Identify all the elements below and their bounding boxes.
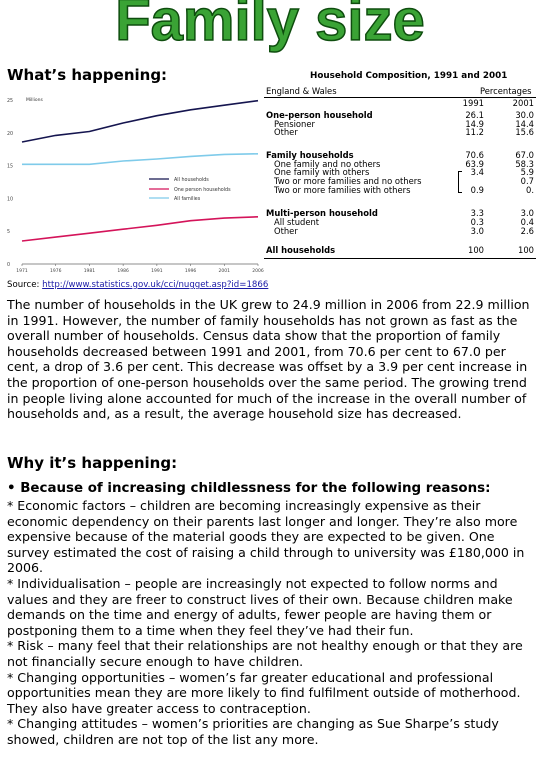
x-tick-label: 1996 — [185, 268, 197, 274]
all-families-line — [22, 153, 259, 166]
household-composition-table: Household Composition, 1991 and 2001 Eng… — [262, 70, 536, 266]
table-cell-2001: 3.0 — [520, 208, 534, 218]
table-row: One family and no others 63.9 58.3 — [262, 160, 536, 169]
table-row-label: Family households — [266, 150, 354, 160]
table-title: Household Composition, 1991 and 2001 — [310, 71, 508, 81]
table-row-label: Pensioner — [274, 119, 315, 129]
table-row: All student 0.3 0.4 — [262, 218, 536, 227]
table-cell-2001: 2.6 — [520, 226, 534, 236]
y-tick-label: 20 — [7, 131, 13, 137]
source-line: Source: http://www.statistics.gov.uk/cci… — [7, 280, 268, 290]
table-row-label: Multi-person household — [266, 208, 378, 218]
reasons-list: * Economic factors – children are becomi… — [7, 498, 535, 748]
y-tick-label: 10 — [7, 196, 13, 202]
chart-legend: All households One person households All f… — [149, 177, 231, 202]
table-cell-1991: 0.3 — [470, 217, 484, 227]
whats-happening-heading: What’s happening: — [7, 66, 168, 84]
legend-label: All families — [174, 196, 201, 202]
reason-individualisation: * Individualisation – people are increas… — [7, 575, 513, 638]
table-cell-1991: 3.0 — [470, 226, 484, 236]
table-cell-1991: 3.3 — [470, 208, 484, 218]
table-row: Other 3.0 2.6 — [262, 227, 536, 236]
table-row: Pensioner 14.9 14.4 — [262, 120, 536, 129]
reasons-heading: • Because of increasing childlessness fo… — [7, 481, 491, 496]
table-cell-2001: 5.9 — [520, 167, 534, 177]
table-cell-2001: 100 — [518, 245, 534, 255]
table-row: Family households 70.6 67.0 — [262, 151, 536, 160]
x-tick-label: 1976 — [50, 268, 62, 274]
y-tick-label: 25 — [7, 98, 13, 104]
table-row: Other 11.2 15.6 — [262, 128, 536, 137]
table-row: One family with others 3.4 5.9 — [262, 168, 536, 177]
y-tick-label: 5 — [7, 229, 10, 235]
one-person-households-line — [21, 216, 259, 242]
households-line-chart: Millions 0 5 10 15 20 25 1971 1976 1981 1986 1991 19… — [7, 97, 264, 274]
table-row: Multi-person household 3.3 3.0 — [262, 209, 536, 218]
table-cell-1991: 26.1 — [465, 110, 484, 120]
source-link[interactable]: http://www.statistics.gov.uk/cci/nugget.… — [42, 280, 269, 290]
table-col1-header: 1991 — [462, 98, 484, 108]
intro-paragraph: The number of households in the UK grew … — [7, 297, 530, 422]
y-unit-label: Millions — [26, 97, 43, 103]
legend-label: All households — [174, 177, 209, 183]
page-title: Family size — [115, 0, 426, 54]
table-cell-1991: 11.2 — [465, 127, 484, 137]
table-row-label: Other — [274, 226, 298, 236]
x-tick-label: 1981 — [84, 268, 96, 274]
table-bracket — [458, 171, 462, 193]
table-row-label: One family with others — [274, 167, 370, 177]
table-cell-2001: 30.0 — [515, 110, 534, 120]
why-happening-heading: Why it’s happening: — [7, 454, 178, 472]
table-cell-2001: 67.0 — [515, 150, 534, 160]
table-cell-1991: 100 — [468, 245, 484, 255]
x-tick-label: 2006 — [252, 268, 264, 274]
table-cell-1991: 63.9 — [465, 159, 484, 169]
table-cell-1991: 3.4 — [470, 167, 484, 177]
reason-attitudes: * Changing attitudes – women’s prioritie… — [7, 716, 499, 747]
y-tick-label: 0 — [7, 262, 10, 268]
table-cell-1991: 70.6 — [465, 150, 484, 160]
table-row: Two or more families and no others 0.7 — [262, 177, 536, 186]
table-cell-1991: 0.9 — [470, 185, 484, 195]
table-divider — [264, 97, 536, 98]
reason-risk: * Risk – many feel that their relationsh… — [7, 638, 523, 669]
table-unit: Percentages — [480, 86, 532, 96]
table-region: England & Wales — [266, 86, 337, 96]
table-row: Two or more families with others 0.9 0. — [262, 186, 536, 195]
reason-opportunities: * Changing opportunities – women’s far g… — [7, 669, 521, 716]
x-tick-label: 1991 — [151, 268, 163, 274]
table-cell-2001: 15.6 — [515, 127, 534, 137]
x-tick-label: 2001 — [219, 268, 231, 274]
table-row-label: One-person household — [266, 110, 373, 120]
table-col2-header: 2001 — [512, 98, 534, 108]
table-cell-2001: 0.4 — [520, 217, 534, 227]
table-row: One-person household 26.1 30.0 — [262, 111, 536, 120]
table-cell-2001: 58.3 — [515, 159, 534, 169]
x-tick-label: 1971 — [16, 268, 28, 274]
table-row-label: Other — [274, 127, 298, 137]
y-tick-label: 15 — [7, 164, 13, 170]
table-row-label: All households — [266, 245, 336, 255]
table-row-label: Two or more families with others — [274, 185, 411, 195]
table-row-label: One family and no others — [274, 159, 381, 169]
chart-lines — [21, 99, 259, 242]
x-tick-label: 1986 — [117, 268, 129, 274]
table-cell-2001: 0. — [526, 185, 534, 195]
table-cell-2001: 0.7 — [520, 176, 534, 186]
table-cell-2001: 14.4 — [515, 119, 534, 129]
table-row-label: All student — [274, 217, 320, 227]
table-bottom-divider — [264, 258, 536, 259]
reason-economic: * Economic factors – children are becomi… — [7, 498, 525, 576]
chart-axes: Millions 0 5 10 15 20 25 1971 1976 1981 1986 1991 19… — [7, 97, 264, 274]
table-row-label: Two or more families and no others — [274, 176, 422, 186]
table-row: All households 100 100 — [262, 246, 536, 255]
all-households-line — [21, 99, 259, 143]
source-label: Source: — [7, 280, 43, 290]
legend-label: One person households — [174, 187, 231, 193]
table-cell-1991: 14.9 — [465, 119, 484, 129]
